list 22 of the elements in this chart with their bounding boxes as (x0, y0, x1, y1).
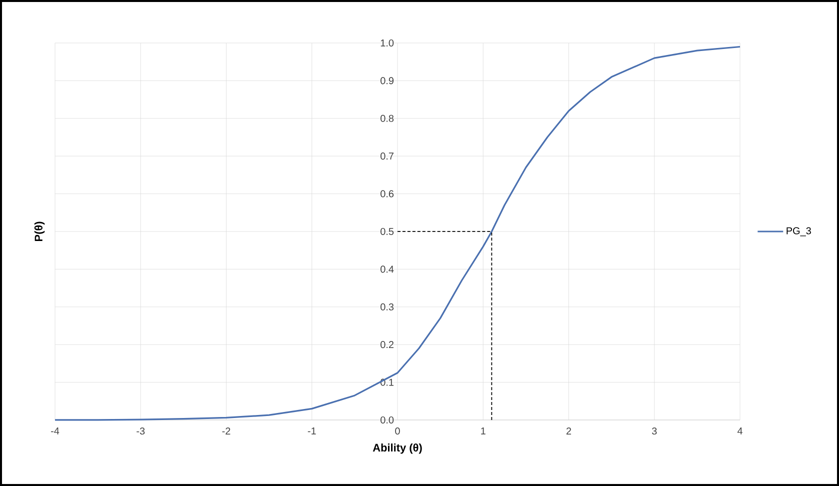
y-tick-label: 0.7 (380, 152, 394, 160)
x-tick-label: -4 (51, 428, 60, 434)
x-tick-label: 1 (481, 428, 486, 434)
x-tick-label: 4 (737, 428, 742, 434)
y-tick-label: 0.0 (380, 416, 394, 424)
x-tick-label: 3 (652, 428, 657, 435)
y-tick-label: 0.5 (380, 228, 394, 236)
y-tick-label: 0.3 (380, 303, 394, 310)
x-tick-label: -3 (136, 428, 145, 435)
y-tick-label: 1.0 (380, 39, 394, 47)
y-tick-label: 0.6 (380, 190, 394, 198)
x-tick-label: -1 (308, 428, 316, 434)
x-tick-label: 0 (395, 428, 400, 435)
legend-label: PG_3 (786, 227, 811, 236)
y-tick-label: 0.4 (380, 266, 394, 273)
x-tick-label: 2 (566, 428, 572, 434)
y-axis-title: P(θ) (34, 222, 45, 242)
x-tick-label: -2 (222, 428, 230, 434)
y-tick-label: 0.8 (380, 114, 394, 122)
y-tick-label: 0.9 (380, 77, 394, 84)
x-axis-title: Ability (θ) (372, 444, 422, 454)
y-tick-label: 0.2 (380, 341, 394, 348)
